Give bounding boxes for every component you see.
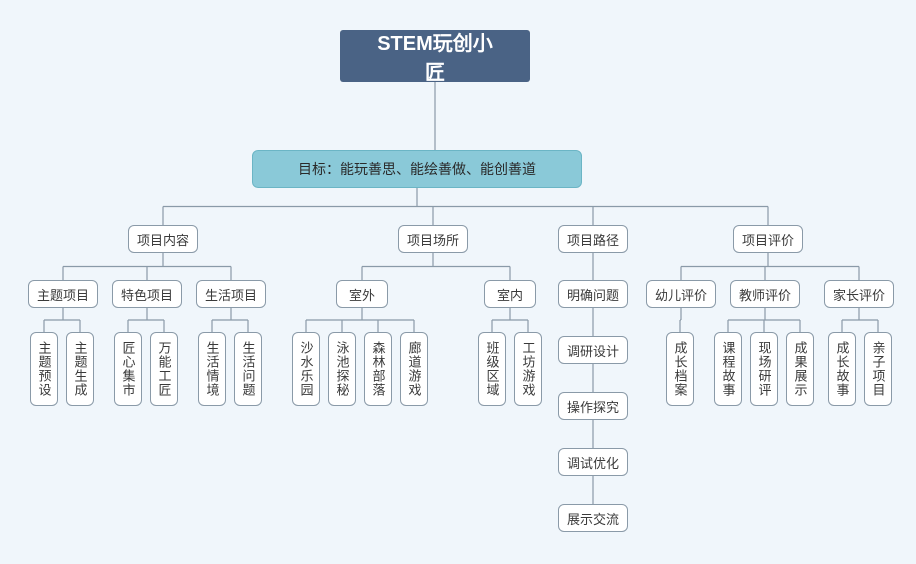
- leaf: 亲子项目: [864, 332, 892, 406]
- leaf: 成果展示: [786, 332, 814, 406]
- leaf-label: 成长档案: [671, 341, 690, 397]
- leaf-label: 现场研评: [755, 341, 774, 397]
- leaf: 现场研评: [750, 332, 778, 406]
- branch-label: 项目场所: [407, 230, 459, 249]
- leaf-label: 万能工匠: [155, 341, 174, 397]
- leaf-label: 主题预设: [35, 341, 54, 397]
- child-parent: 家长评价: [824, 280, 894, 308]
- leaf: 主题预设: [30, 332, 58, 406]
- leaf: 森林部落: [364, 332, 392, 406]
- child-label: 特色项目: [121, 285, 173, 304]
- chain-label: 调试优化: [567, 453, 619, 472]
- root-label: STEM玩创小匠: [368, 27, 502, 85]
- child-label: 生活项目: [205, 285, 257, 304]
- leaf: 生活问题: [234, 332, 262, 406]
- leaf-label: 成长故事: [833, 341, 852, 397]
- leaf-label: 班级区域: [483, 341, 502, 397]
- chain-label: 明确问题: [567, 285, 619, 304]
- leaf: 主题生成: [66, 332, 94, 406]
- child-label: 家长评价: [833, 285, 885, 304]
- leaf-label: 森林部落: [369, 341, 388, 397]
- leaf-label: 匠心集市: [119, 341, 138, 397]
- chain-1: 调研设计: [558, 336, 628, 364]
- leaf-label: 生活情境: [203, 341, 222, 397]
- chain-label: 调研设计: [567, 341, 619, 360]
- branch-label: 项目内容: [137, 230, 189, 249]
- leaf: 生活情境: [198, 332, 226, 406]
- leaf: 沙水乐园: [292, 332, 320, 406]
- leaf-label: 生活问题: [239, 341, 258, 397]
- leaf-label: 工坊游戏: [519, 341, 538, 397]
- leaf: 课程故事: [714, 332, 742, 406]
- child-teacher: 教师评价: [730, 280, 800, 308]
- child-label: 主题项目: [37, 285, 89, 304]
- leaf: 成长故事: [828, 332, 856, 406]
- leaf-label: 主题生成: [71, 341, 90, 397]
- leaf-label: 亲子项目: [869, 341, 888, 397]
- leaf: 泳池探秘: [328, 332, 356, 406]
- chain-2: 操作探究: [558, 392, 628, 420]
- root-node: STEM玩创小匠: [340, 30, 530, 82]
- child-label: 幼儿评价: [655, 285, 707, 304]
- child-theme: 主题项目: [28, 280, 98, 308]
- child-kids: 幼儿评价: [646, 280, 716, 308]
- goal-node: 目标：能玩善思、能绘善做、能创善道: [252, 150, 582, 188]
- leaf-label: 廊道游戏: [405, 341, 424, 397]
- branch-eval: 项目评价: [733, 225, 803, 253]
- leaf-label: 泳池探秘: [333, 341, 352, 397]
- leaf: 万能工匠: [150, 332, 178, 406]
- leaf: 成长档案: [666, 332, 694, 406]
- child-outdoor: 室外: [336, 280, 388, 308]
- leaf: 匠心集市: [114, 332, 142, 406]
- leaf-label: 课程故事: [719, 341, 738, 397]
- leaf: 廊道游戏: [400, 332, 428, 406]
- branch-path: 项目路径: [558, 225, 628, 253]
- chain-3: 调试优化: [558, 448, 628, 476]
- child-life: 生活项目: [196, 280, 266, 308]
- branch-label: 项目路径: [567, 230, 619, 249]
- goal-label: 目标：能玩善思、能绘善做、能创善道: [298, 159, 536, 179]
- leaf-label: 成果展示: [791, 341, 810, 397]
- child-indoor: 室内: [484, 280, 536, 308]
- child-label: 室内: [497, 285, 523, 304]
- branch-label: 项目评价: [742, 230, 794, 249]
- chain-label: 操作探究: [567, 397, 619, 416]
- child-label: 室外: [349, 285, 375, 304]
- leaf: 班级区域: [478, 332, 506, 406]
- branch-place: 项目场所: [398, 225, 468, 253]
- chain-0: 明确问题: [558, 280, 628, 308]
- leaf-label: 沙水乐园: [297, 341, 316, 397]
- child-feature: 特色项目: [112, 280, 182, 308]
- branch-content: 项目内容: [128, 225, 198, 253]
- leaf: 工坊游戏: [514, 332, 542, 406]
- chain-label: 展示交流: [567, 509, 619, 528]
- child-label: 教师评价: [739, 285, 791, 304]
- chain-4: 展示交流: [558, 504, 628, 532]
